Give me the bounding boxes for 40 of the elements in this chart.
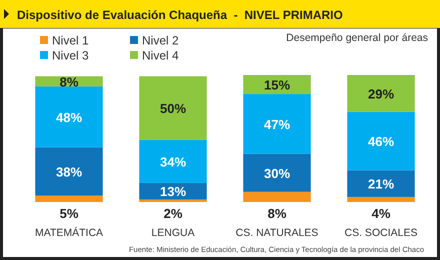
x-tick-label: MATEMÁTICA xyxy=(34,226,104,239)
bar xyxy=(347,170,415,197)
data-label: 8% xyxy=(268,206,287,221)
data-label: 48% xyxy=(56,110,82,125)
bar xyxy=(139,199,207,202)
bar xyxy=(139,140,207,183)
data-label: 29% xyxy=(368,86,394,102)
x-tick-label: LENGUA xyxy=(151,227,195,239)
chart-title: Dispositivo de Evaluación Chaqueña - NIVEL PRIMARIO xyxy=(17,8,343,22)
legend-label: Nivel 3 xyxy=(52,48,90,62)
legend-label: Nivel 4 xyxy=(142,48,180,62)
bar xyxy=(243,192,311,202)
data-label: 46% xyxy=(368,134,394,150)
chart-subtitle: Desempeño general por áreas xyxy=(286,32,428,44)
bar xyxy=(35,86,103,148)
data-label: 4% xyxy=(372,206,391,221)
bar xyxy=(35,196,103,202)
legend-label: Nivel 1 xyxy=(52,34,90,48)
x-tick-label: CS. NATURALES xyxy=(236,227,318,239)
bar xyxy=(243,94,311,154)
bar xyxy=(139,76,207,140)
data-label: 38% xyxy=(56,164,82,180)
data-label: 8% xyxy=(60,74,79,90)
data-label: 13% xyxy=(160,184,186,200)
data-label: 5% xyxy=(60,206,79,221)
data-label: 47% xyxy=(264,116,290,132)
bar xyxy=(347,112,415,170)
data-label: 50% xyxy=(160,101,186,116)
legend-label: Nivel 2 xyxy=(142,34,180,48)
data-label: 30% xyxy=(264,166,290,181)
bar xyxy=(243,75,311,94)
bar xyxy=(243,154,311,192)
data-label: 2% xyxy=(164,206,183,221)
data-label: 15% xyxy=(264,78,290,93)
x-tick-label: CS. SOCIALES xyxy=(344,227,418,239)
bar xyxy=(347,196,415,202)
bar xyxy=(35,147,103,196)
bar xyxy=(347,75,415,112)
data-label: 34% xyxy=(160,154,186,170)
data-label: 21% xyxy=(368,176,394,192)
